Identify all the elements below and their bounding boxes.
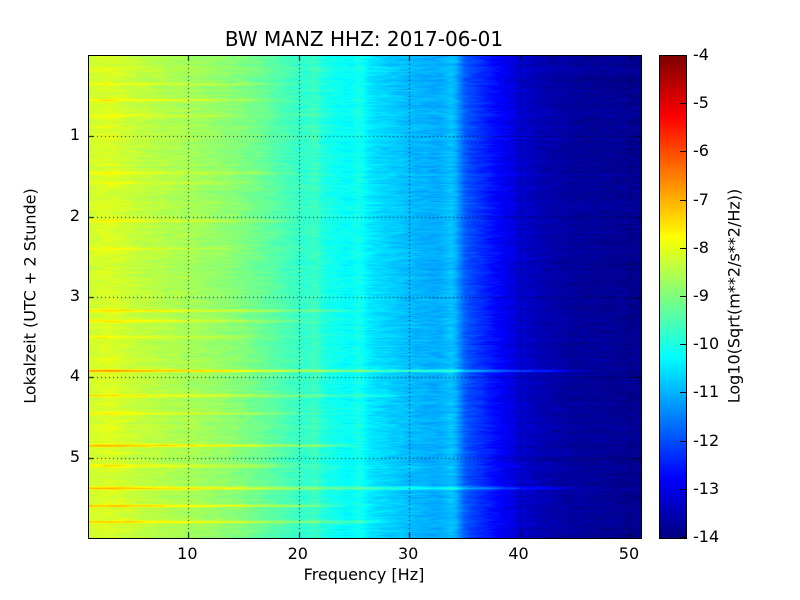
colorbar-tick-label: -12	[693, 430, 720, 450]
colorbar-tickmark	[680, 344, 686, 345]
colorbar-tick-label: -11	[693, 382, 720, 402]
colorbar-tick-label: -5	[693, 93, 709, 113]
colorbar-tick-label: -14	[693, 527, 720, 546]
colorbar-tick-label: -6	[693, 141, 709, 161]
colorbar-tickmark	[680, 200, 686, 201]
colorbar-tickmark	[680, 489, 686, 490]
x-axis-label: Frequency [Hz]	[303, 565, 425, 584]
y-tick-label: 1	[69, 125, 80, 145]
colorbar-tickmark	[680, 537, 686, 538]
x-tick-label: 30	[397, 544, 419, 563]
x-tick-label: 40	[508, 544, 529, 563]
colorbar-tickmark	[680, 55, 686, 56]
colorbar-tick-label: -8	[693, 237, 709, 257]
colorbar-tickmark	[680, 103, 686, 104]
colorbar-tickmark	[680, 392, 686, 393]
x-tick-label: 10	[177, 544, 198, 563]
colorbar-tick-label: -13	[693, 478, 720, 498]
x-tick-label: 50	[618, 544, 640, 563]
colorbar	[659, 55, 687, 539]
colorbar-tickmark	[680, 248, 686, 249]
y-tick-label: 5	[69, 446, 80, 466]
colorbar-tick-label: -9	[693, 286, 709, 305]
chart-title: BW MANZ HHZ: 2017-06-01	[224, 27, 504, 51]
colorbar-tickmark	[680, 296, 686, 297]
colorbar-tickmark	[680, 441, 686, 442]
y-tick-label: 4	[69, 366, 80, 386]
colorbar-tick-label: -10	[693, 334, 720, 354]
y-tick-label: 2	[69, 205, 80, 225]
x-tick-label: 20	[287, 544, 308, 563]
colorbar-tickmark	[680, 151, 686, 152]
colorbar-tick-label: -7	[693, 189, 709, 209]
y-tick-label: 3	[69, 286, 80, 305]
colorbar-tick-label: -4	[693, 45, 709, 64]
spectrogram-heatmap	[88, 55, 642, 539]
